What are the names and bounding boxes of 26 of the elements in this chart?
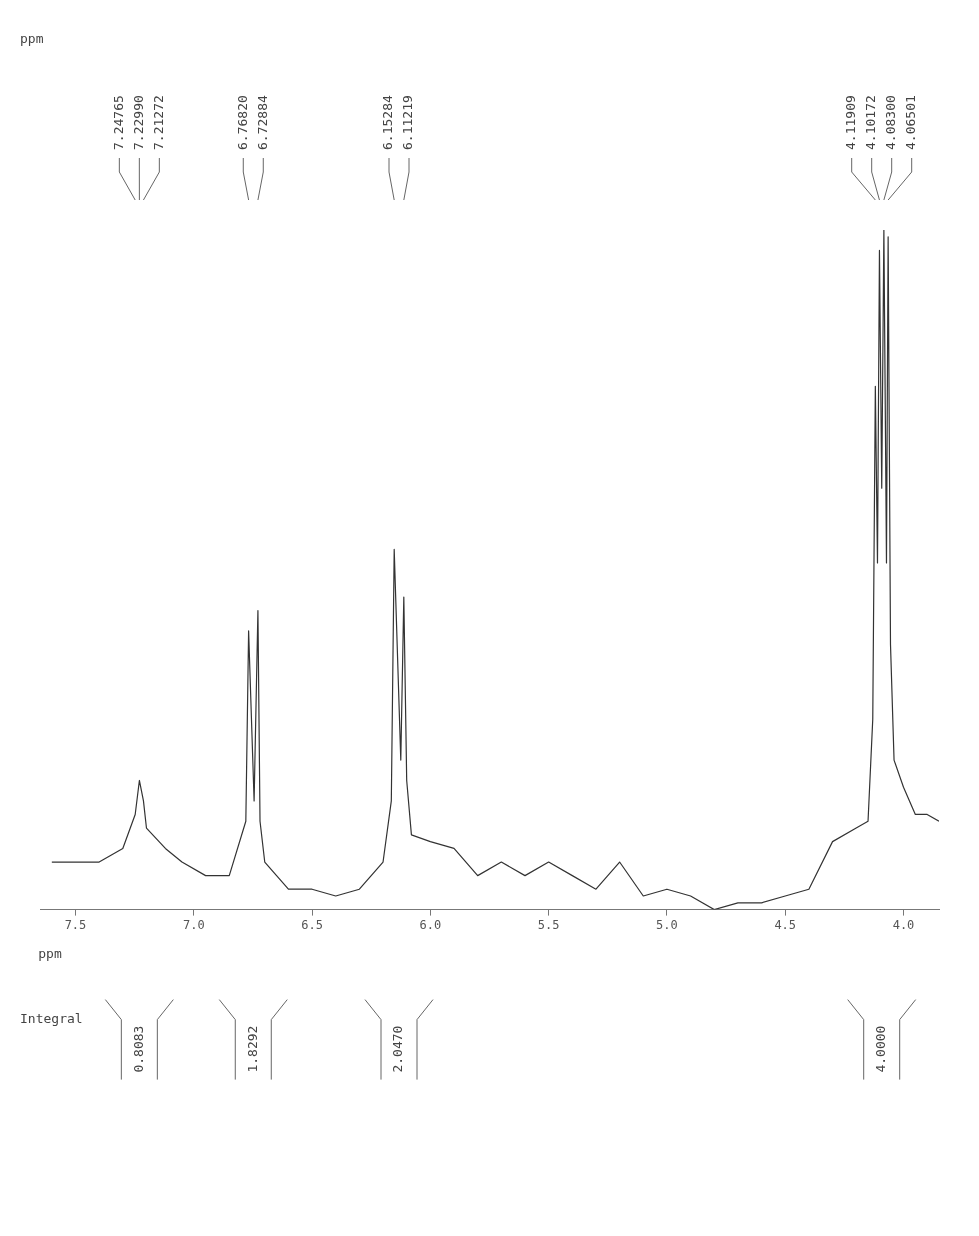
x-tick-label: 7.0 <box>182 917 205 932</box>
annotation: 6.15284 <box>380 95 396 150</box>
annotation: 7.21272 <box>150 95 166 150</box>
annotation: 6.72884 <box>254 95 270 150</box>
x-axis-title: ppm <box>38 945 62 961</box>
x-tick-label: 5.0 <box>656 917 678 932</box>
x-tick-label: 6.5 <box>301 917 323 932</box>
annotation: 7.24765 <box>110 95 126 150</box>
text: Integral <box>20 1010 83 1026</box>
x-tick-label: 6.0 <box>419 917 442 932</box>
x-tick-label: 4.0 <box>892 917 915 932</box>
annotation: 4.06501 <box>903 95 919 150</box>
text: 1.8292 <box>244 1025 260 1073</box>
annotation: 4.11909 <box>843 95 859 150</box>
text: 2.0470 <box>390 1025 406 1073</box>
annotation: 6.76820 <box>234 95 250 150</box>
x-tick-label: 5.5 <box>537 917 560 932</box>
text: ppm <box>20 31 44 47</box>
annotation: 6.11219 <box>400 95 416 150</box>
x-tick-label: 4.5 <box>774 917 797 932</box>
annotation: 4.08300 <box>883 95 899 150</box>
x-tick-label: 7.5 <box>64 917 87 932</box>
annotation: 7.22990 <box>130 95 146 150</box>
annotation: 4.10172 <box>863 95 879 150</box>
text: 4.0000 <box>873 1025 889 1073</box>
text: 0.8083 <box>130 1025 146 1073</box>
